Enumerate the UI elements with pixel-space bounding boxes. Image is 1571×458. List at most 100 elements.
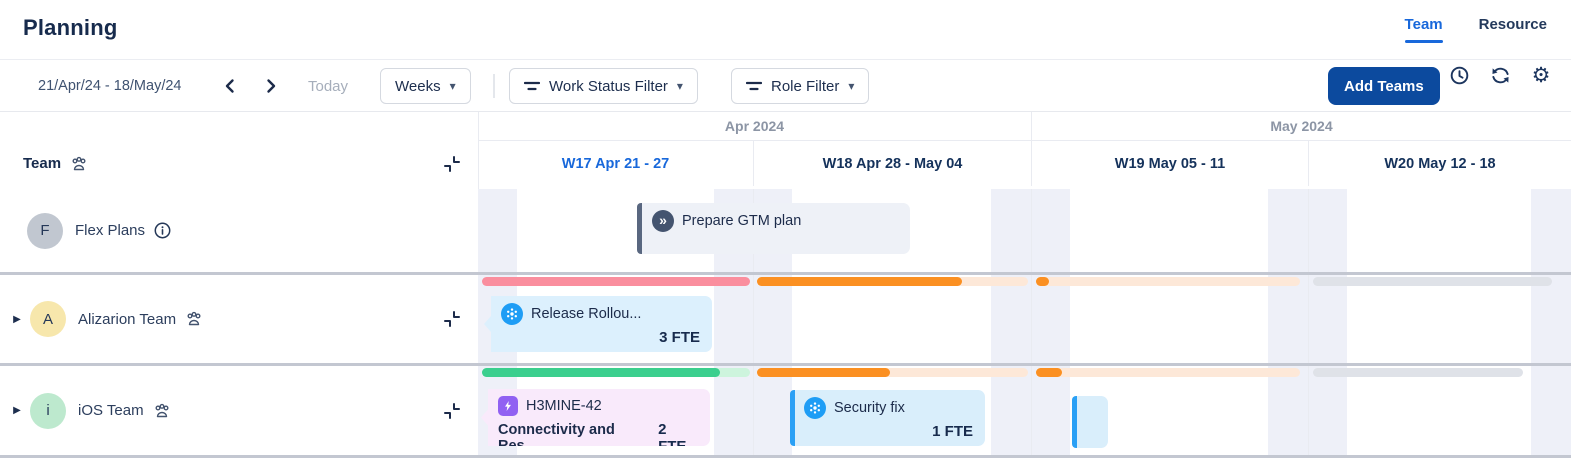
month-may: May 2024 [1031, 112, 1571, 140]
fte-label: 3 FTE [659, 329, 700, 346]
avatar: A [30, 301, 66, 337]
work-status-filter-wrap: Work Status Filter ▾ [509, 60, 698, 112]
release-icon [501, 303, 523, 325]
people-icon [153, 403, 171, 419]
role-filter-wrap: Role Filter ▾ [731, 60, 870, 112]
epic-icon [498, 396, 518, 416]
info-icon[interactable] [154, 222, 171, 239]
chevron-down-icon: ▾ [676, 79, 683, 93]
week-w18[interactable]: W18 Apr 28 - May 04 [753, 141, 1031, 186]
fte-label: 1 FTE [932, 423, 973, 440]
capacity-bar-partial[interactable] [1036, 277, 1049, 286]
title-bar: Planning Team Resource [0, 0, 1571, 60]
clock-icon [1450, 66, 1468, 84]
row-divider [0, 363, 1571, 366]
work-item-h3mine-42[interactable]: H3MINE-42 Connectivity and Res... 2 FTE [481, 389, 710, 446]
work-item-security-fix[interactable]: Security fix 1 FTE [790, 390, 985, 446]
role-filter-label: Role Filter [771, 77, 840, 95]
chevron-down-icon: ▾ [848, 79, 855, 93]
collapse-icon [444, 311, 460, 327]
week-gridline [1308, 189, 1309, 458]
week-w17[interactable]: W17 Apr 21 - 27 [561, 155, 670, 172]
card-left-bar [637, 203, 642, 254]
capacity-bar-empty[interactable] [1313, 277, 1552, 286]
row-flex-plans[interactable]: F Flex Plans [0, 189, 478, 272]
week-w19[interactable]: W19 May 05 - 11 [1031, 141, 1308, 186]
capacity-bar-partial[interactable] [1036, 368, 1062, 377]
people-icon [72, 156, 86, 170]
work-type-icon [804, 397, 826, 419]
capacity-track [1036, 277, 1300, 286]
capacity-bar-partial[interactable] [757, 277, 962, 286]
week-w20[interactable]: W20 May 12 - 18 [1308, 141, 1571, 186]
avatar: F [27, 212, 63, 249]
capacity-bar-partial[interactable] [757, 368, 890, 377]
work-item-prepare-gtm-plan[interactable]: » Prepare GTM plan [637, 203, 910, 254]
zoom-select-wrap: Weeks ▾ [380, 60, 471, 112]
toolbar-divider [493, 74, 495, 98]
row-name: iOS Team [78, 402, 144, 419]
team-column-header: Team [0, 141, 478, 186]
gear-icon: ⚙ [1531, 63, 1551, 87]
row-alizarion-team[interactable]: ▶ A Alizarion Team [0, 275, 478, 363]
weekend-shade [991, 189, 1070, 458]
expand-row-icon[interactable]: ▶ [13, 313, 21, 325]
deferred-icon: » [652, 210, 674, 232]
prev-week-button[interactable] [215, 60, 245, 112]
today-button[interactable]: Today [308, 77, 349, 95]
team-column-label: Team [23, 155, 62, 172]
expand-row-icon[interactable]: ▶ [13, 405, 21, 416]
work-item-release-rollout[interactable]: Release Rollou... 3 FTE [484, 296, 712, 352]
card-key: H3MINE-42 [526, 398, 602, 414]
bottom-divider [0, 455, 1571, 458]
avatar: i [30, 392, 66, 429]
collapse-icon [444, 402, 460, 419]
zoom-level-select[interactable]: Weeks ▾ [380, 68, 471, 104]
weekend-shade [1268, 189, 1347, 458]
filter-icon [746, 81, 762, 91]
work-status-filter-button[interactable]: Work Status Filter ▾ [509, 68, 698, 104]
add-teams-wrap: Add Teams [1328, 60, 1440, 112]
capacity-track [1036, 368, 1300, 377]
week-header-row: W17 Apr 21 - 27 W18 Apr 28 - May 04 W19 … [478, 141, 1571, 186]
refresh-button[interactable] [1485, 60, 1515, 90]
row-name: Alizarion Team [78, 310, 177, 328]
row-name: Flex Plans [75, 222, 146, 239]
collapse-row-button[interactable] [441, 308, 463, 330]
collapse-row-button[interactable] [441, 400, 463, 422]
add-teams-button[interactable]: Add Teams [1328, 67, 1440, 105]
capacity-bar-empty[interactable] [1313, 368, 1523, 377]
filter-icon [524, 81, 540, 91]
refresh-icon [1491, 67, 1509, 83]
work-item-small[interactable] [1072, 396, 1108, 448]
people-icon [185, 311, 203, 327]
page-title: Planning [23, 15, 118, 40]
next-week-button[interactable] [256, 60, 286, 112]
card-left-bar [1072, 396, 1077, 448]
date-range-label: 21/Apr/24 - 18/May/24 [38, 78, 182, 94]
card-title: Security fix [834, 400, 905, 416]
tab-resource[interactable]: Resource [1478, 16, 1547, 33]
row-ios-team[interactable]: ▶ i iOS Team [0, 366, 478, 455]
card-left-bar [790, 390, 795, 446]
collapse-rows-button[interactable] [441, 153, 463, 175]
work-status-filter-label: Work Status Filter [549, 77, 668, 95]
month-apr: Apr 2024 [724, 118, 785, 134]
toolbar: 21/Apr/24 - 18/May/24 Today Weeks ▾ Work… [0, 60, 1571, 112]
row-divider [0, 272, 1571, 275]
card-title: Release Rollou... [531, 306, 642, 322]
role-filter-button[interactable]: Role Filter ▾ [731, 68, 870, 104]
chevron-down-icon: ▾ [449, 79, 456, 93]
tab-team[interactable]: Team [1404, 16, 1443, 47]
settings-button[interactable]: ⚙ [1526, 60, 1556, 90]
week-gridline [1031, 189, 1032, 458]
capacity-track [757, 368, 1028, 377]
history-button[interactable] [1444, 60, 1474, 90]
view-tabs: Team Resource [1404, 16, 1547, 47]
capacity-bar-full[interactable] [482, 368, 720, 377]
weekend-shade [1531, 189, 1571, 458]
zoom-level-value: Weeks [395, 77, 441, 95]
capacity-bar-overbooked[interactable] [482, 277, 750, 286]
collapse-icon [444, 155, 460, 172]
